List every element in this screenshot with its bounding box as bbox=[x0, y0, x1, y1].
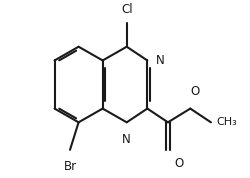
Text: Br: Br bbox=[64, 160, 76, 173]
Text: N: N bbox=[156, 54, 165, 67]
Text: O: O bbox=[175, 157, 184, 170]
Text: N: N bbox=[122, 133, 131, 146]
Text: O: O bbox=[190, 85, 200, 98]
Text: CH₃: CH₃ bbox=[216, 117, 237, 127]
Text: Cl: Cl bbox=[121, 3, 132, 16]
